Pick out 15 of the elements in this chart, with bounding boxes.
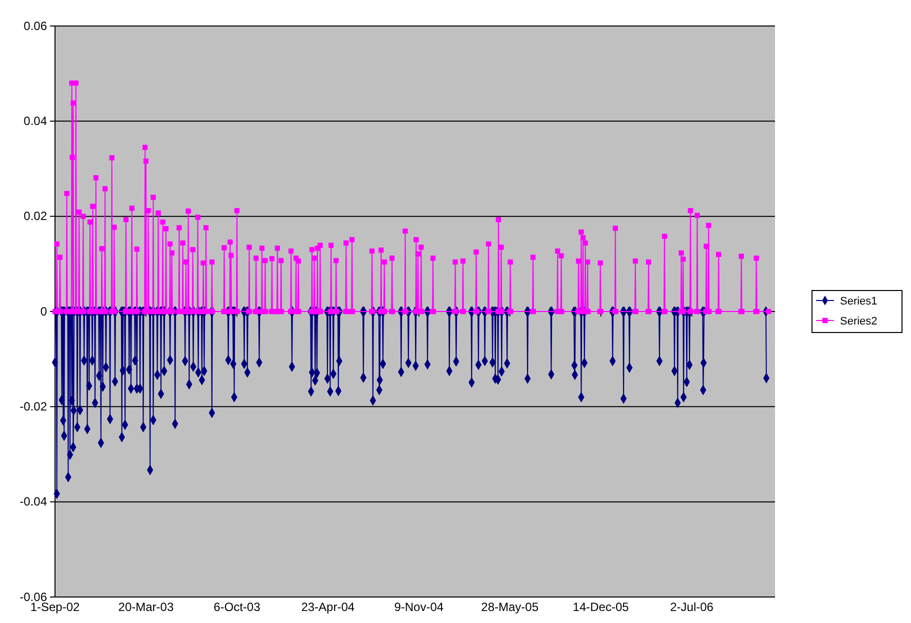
x-tick-label: 14-Dec-05 [572, 600, 630, 614]
y-tick-label: 0 [40, 304, 48, 318]
x-tick-label: 6-Oct-03 [214, 600, 261, 614]
y-tick-label: 0.04 [24, 114, 48, 128]
y-tick-label: 0.06 [24, 18, 48, 33]
legend-label: Series2 [840, 315, 878, 328]
x-tick-label: 9-Nov-04 [394, 600, 444, 614]
x-tick-label: 2-Jul-06 [670, 600, 714, 614]
x-tick-label: 20-Mar-03 [118, 600, 174, 614]
y-tick-label: -0.02 [20, 400, 48, 414]
x-tick-label: 23-Apr-04 [301, 600, 355, 614]
y-tick-label: 0.02 [24, 209, 48, 224]
x-tick-label: 28-May-05 [481, 600, 539, 614]
legend-label: Series1 [840, 295, 878, 308]
y-tick-label: -0.04 [20, 494, 48, 509]
